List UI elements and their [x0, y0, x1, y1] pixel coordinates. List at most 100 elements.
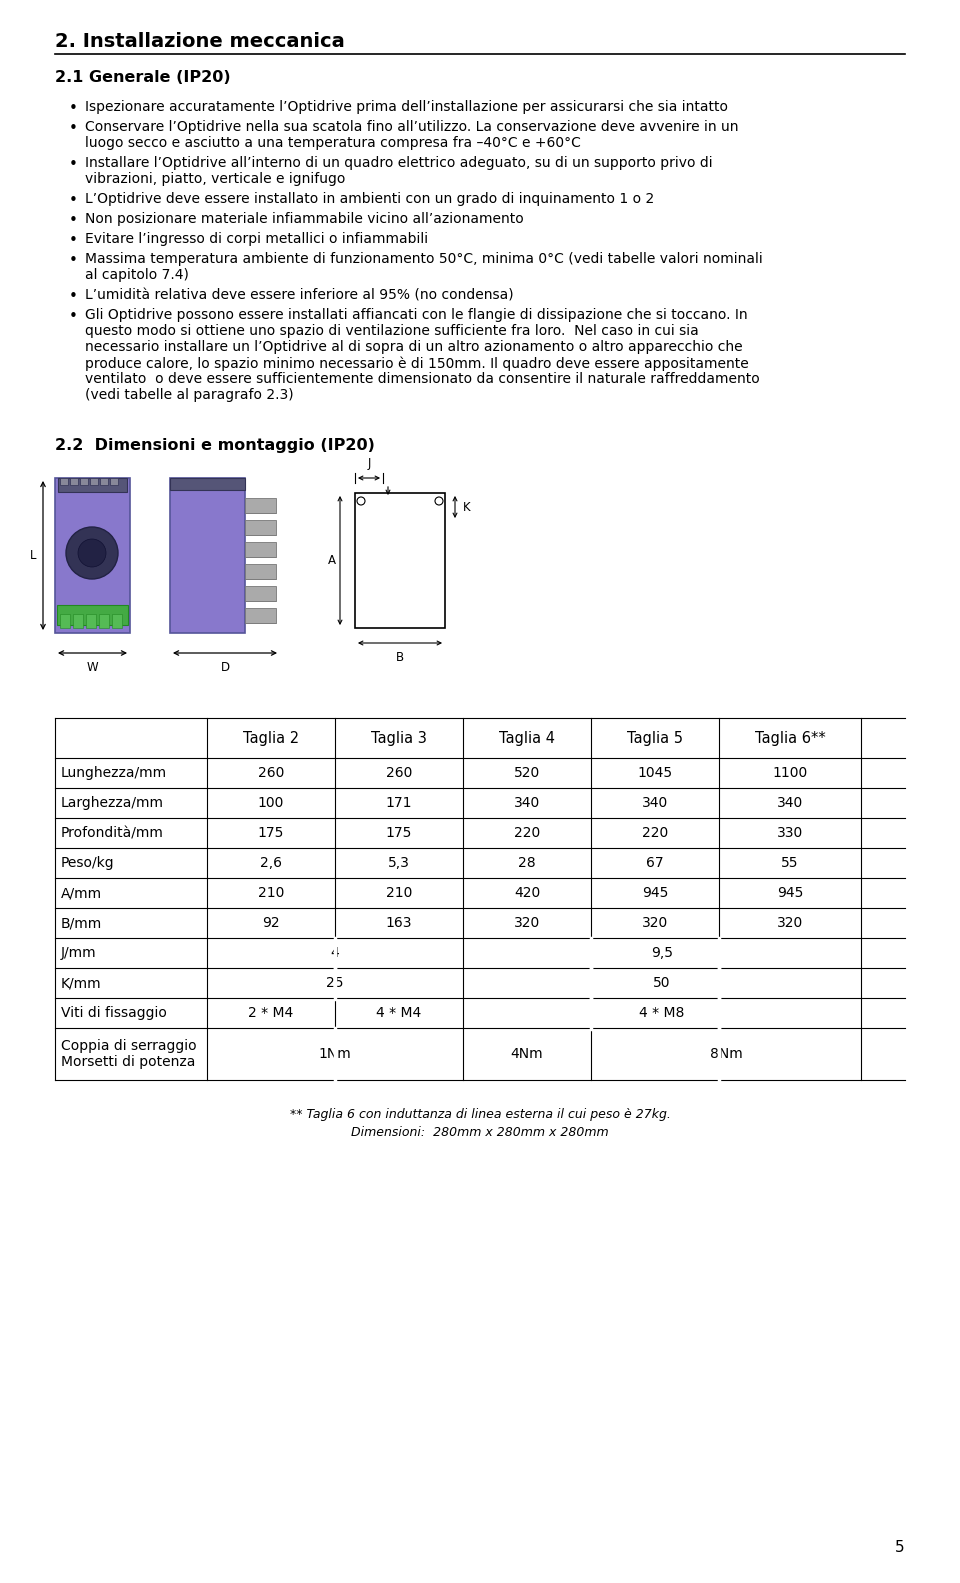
- Text: L’Optidrive deve essere installato in ambienti con un grado di inquinamento 1 o : L’Optidrive deve essere installato in am…: [85, 192, 655, 206]
- Text: •: •: [68, 193, 78, 207]
- Text: 420: 420: [514, 886, 540, 901]
- Text: •: •: [68, 233, 78, 249]
- Text: 25: 25: [326, 977, 344, 989]
- Text: 4 * M8: 4 * M8: [639, 1007, 684, 1019]
- Text: 320: 320: [514, 917, 540, 929]
- Text: questo modo si ottiene uno spazio di ventilazione sufficiente fra loro.  Nel cas: questo modo si ottiene uno spazio di ven…: [85, 325, 699, 339]
- Text: al capitolo 7.4): al capitolo 7.4): [85, 268, 189, 282]
- Text: 4Nm: 4Nm: [511, 1046, 543, 1061]
- Circle shape: [66, 527, 118, 579]
- Text: Larghezza/mm: Larghezza/mm: [61, 796, 164, 810]
- Text: 210: 210: [258, 886, 284, 901]
- Text: Lunghezza/mm: Lunghezza/mm: [61, 766, 167, 780]
- Text: necessario installare un l’Optidrive al di sopra di un altro azionamento o altro: necessario installare un l’Optidrive al …: [85, 340, 743, 355]
- Text: 171: 171: [386, 796, 412, 810]
- Text: 340: 340: [777, 796, 804, 810]
- Text: J/mm: J/mm: [61, 947, 97, 959]
- Text: 163: 163: [386, 917, 412, 929]
- Bar: [245, 564, 276, 579]
- Circle shape: [78, 538, 106, 567]
- Text: 1Nm: 1Nm: [319, 1046, 351, 1061]
- Text: Profondità/mm: Profondità/mm: [61, 826, 164, 841]
- Text: 340: 340: [642, 796, 668, 810]
- Bar: [170, 478, 245, 491]
- Text: Taglia 6**: Taglia 6**: [755, 730, 826, 746]
- Text: B/mm: B/mm: [61, 917, 103, 929]
- Text: K/mm: K/mm: [61, 977, 102, 989]
- Text: 100: 100: [258, 796, 284, 810]
- Bar: [245, 499, 276, 513]
- Text: vibrazioni, piatto, verticale e ignifugo: vibrazioni, piatto, verticale e ignifugo: [85, 173, 346, 185]
- Text: •: •: [68, 253, 78, 268]
- Text: 945: 945: [777, 886, 804, 901]
- Text: B: B: [396, 651, 404, 663]
- Text: A: A: [328, 554, 336, 567]
- Text: luogo secco e asciutto a una temperatura compresa fra –40°C e +60°C: luogo secco e asciutto a una temperatura…: [85, 136, 581, 150]
- Text: 92: 92: [262, 917, 279, 929]
- Text: 260: 260: [258, 766, 284, 780]
- Bar: [58, 478, 127, 492]
- Text: K: K: [463, 500, 470, 513]
- Text: Non posizionare materiale infiammabile vicino all’azionamento: Non posizionare materiale infiammabile v…: [85, 212, 524, 226]
- Text: 320: 320: [777, 917, 804, 929]
- Circle shape: [357, 497, 365, 505]
- Text: 28: 28: [518, 856, 536, 871]
- Text: 9,5: 9,5: [651, 947, 673, 959]
- Text: Taglia 2: Taglia 2: [243, 730, 300, 746]
- Text: 1100: 1100: [773, 766, 807, 780]
- Bar: [90, 478, 98, 484]
- Text: 1045: 1045: [637, 766, 673, 780]
- Text: 210: 210: [386, 886, 412, 901]
- Text: L: L: [30, 548, 36, 562]
- Text: Viti di fissaggio: Viti di fissaggio: [61, 1007, 167, 1019]
- Bar: [245, 519, 276, 535]
- Bar: [55, 478, 130, 633]
- Bar: [73, 614, 83, 628]
- Text: 8Nm: 8Nm: [709, 1046, 742, 1061]
- Text: 4 * M4: 4 * M4: [376, 1007, 421, 1019]
- Text: Taglia 3: Taglia 3: [372, 730, 427, 746]
- Text: 520: 520: [514, 766, 540, 780]
- Circle shape: [435, 497, 443, 505]
- Text: •: •: [68, 290, 78, 304]
- Text: 260: 260: [386, 766, 412, 780]
- Bar: [355, 492, 445, 628]
- Text: produce calore, lo spazio minimo necessario è di 150mm. Il quadro deve essere ap: produce calore, lo spazio minimo necessa…: [85, 356, 749, 370]
- Text: 220: 220: [514, 826, 540, 841]
- Bar: [99, 614, 109, 628]
- Text: A/mm: A/mm: [61, 886, 102, 901]
- Bar: [86, 614, 96, 628]
- Bar: [60, 478, 68, 484]
- Bar: [245, 586, 276, 602]
- Text: Taglia 4: Taglia 4: [499, 730, 555, 746]
- Text: Evitare l’ingresso di corpi metallici o infiammabili: Evitare l’ingresso di corpi metallici o …: [85, 233, 428, 245]
- Text: 50: 50: [653, 977, 671, 989]
- Text: Peso/kg: Peso/kg: [61, 856, 114, 871]
- Text: 2.2  Dimensioni e montaggio (IP20): 2.2 Dimensioni e montaggio (IP20): [55, 438, 374, 453]
- Text: •: •: [68, 101, 78, 116]
- Text: 67: 67: [646, 856, 663, 871]
- Bar: [170, 478, 245, 633]
- Text: 175: 175: [258, 826, 284, 841]
- Bar: [57, 605, 128, 625]
- Text: 945: 945: [642, 886, 668, 901]
- Text: •: •: [68, 214, 78, 228]
- Text: Conservare l’Optidrive nella sua scatola fino all’utilizzo. La conservazione dev: Conservare l’Optidrive nella sua scatola…: [85, 120, 738, 135]
- Bar: [245, 608, 276, 624]
- Text: 320: 320: [642, 917, 668, 929]
- Text: 2.1 Generale (IP20): 2.1 Generale (IP20): [55, 70, 230, 85]
- Bar: [112, 614, 122, 628]
- Text: Massima temperatura ambiente di funzionamento 50°C, minima 0°C (vedi tabelle val: Massima temperatura ambiente di funziona…: [85, 252, 763, 266]
- Text: ventilato  o deve essere sufficientemente dimensionato da consentire il naturale: ventilato o deve essere sufficientemente…: [85, 372, 759, 386]
- Text: D: D: [221, 662, 229, 674]
- Text: 340: 340: [514, 796, 540, 810]
- Bar: [245, 541, 276, 557]
- Text: 220: 220: [642, 826, 668, 841]
- Text: Dimensioni:  280mm x 280mm x 280mm: Dimensioni: 280mm x 280mm x 280mm: [351, 1126, 609, 1140]
- Text: 2,6: 2,6: [260, 856, 282, 871]
- Text: 2. Installazione meccanica: 2. Installazione meccanica: [55, 32, 345, 51]
- Bar: [80, 478, 88, 484]
- Text: 5: 5: [896, 1540, 905, 1555]
- Text: 2 * M4: 2 * M4: [249, 1007, 294, 1019]
- Text: J: J: [368, 457, 371, 470]
